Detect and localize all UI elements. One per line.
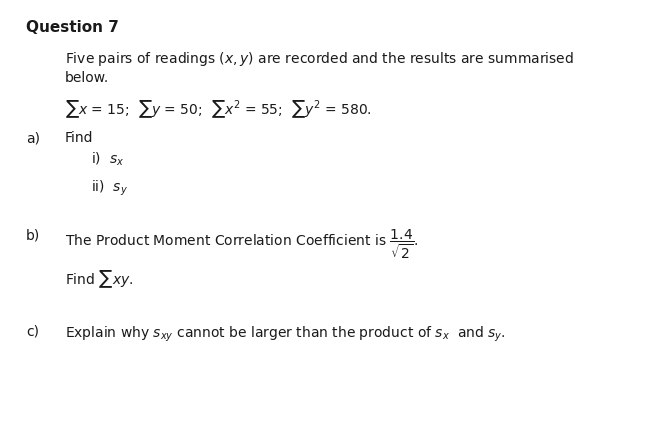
Text: Find $\sum xy$.: Find $\sum xy$. bbox=[65, 269, 133, 291]
Text: c): c) bbox=[26, 324, 39, 338]
Text: below.: below. bbox=[65, 71, 109, 85]
Text: Find: Find bbox=[65, 131, 94, 145]
Text: Explain why $s_{xy}$ cannot be larger than the product of $s_x$  and $s_y$.: Explain why $s_{xy}$ cannot be larger th… bbox=[65, 324, 506, 343]
Text: The Product Moment Correlation Coefficient is $\dfrac{1.4}{\sqrt{2}}$.: The Product Moment Correlation Coefficie… bbox=[65, 228, 419, 261]
Text: $\sum x$ = 15;  $\sum y$ = 50;  $\sum x^2$ = 55;  $\sum y^2$ = 580.: $\sum x$ = 15; $\sum y$ = 50; $\sum x^2$… bbox=[65, 98, 372, 120]
Text: a): a) bbox=[26, 131, 40, 145]
Text: b): b) bbox=[26, 228, 40, 242]
Text: i)  $s_x$: i) $s_x$ bbox=[91, 151, 124, 168]
Text: Five pairs of readings ($x, y$) are recorded and the results are summarised: Five pairs of readings ($x, y$) are reco… bbox=[65, 50, 574, 68]
Text: Question 7: Question 7 bbox=[26, 20, 119, 35]
Text: ii)  $s_y$: ii) $s_y$ bbox=[91, 178, 128, 198]
